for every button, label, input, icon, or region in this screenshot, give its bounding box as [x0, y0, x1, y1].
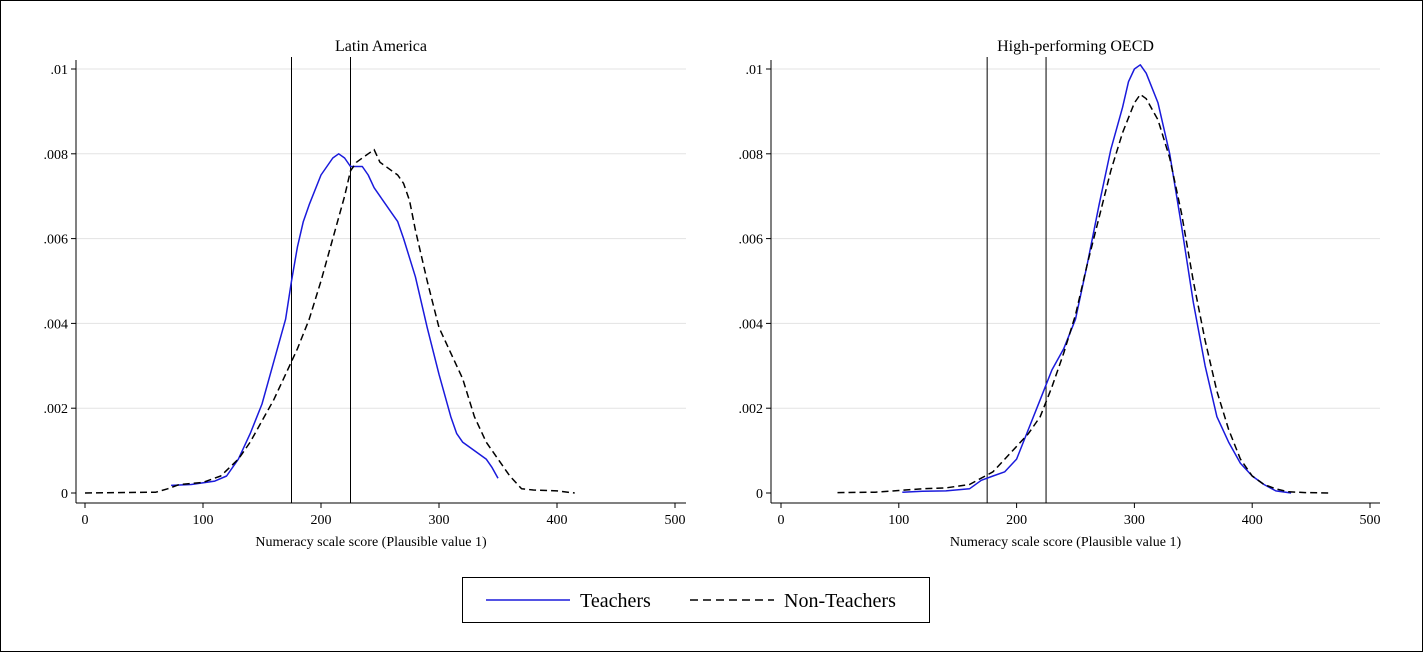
y-tick-label: .002 — [739, 402, 764, 417]
panel-latin-america: Latin America 0 .002 .004 .006 .008 .01 0 100 20… — [44, 38, 686, 550]
y-tick-label: .01 — [746, 63, 764, 78]
panel-title: High-performing OECD — [997, 38, 1154, 55]
y-tick-label: .004 — [739, 317, 764, 332]
x-tick-label: 500 — [1360, 513, 1381, 528]
legend-label-teachers: Teachers — [580, 590, 651, 612]
x-tick-label: 400 — [1242, 513, 1263, 528]
y-tick-label: .01 — [51, 63, 69, 78]
x-tick-label: 300 — [1124, 513, 1145, 528]
x-tick-label: 100 — [888, 513, 909, 528]
x-tick-label: 200 — [311, 513, 332, 528]
y-tick-label: 0 — [61, 487, 68, 502]
x-tick-label: 300 — [429, 513, 450, 528]
y-tick-label: .004 — [44, 317, 69, 332]
series-line-non-teachers — [837, 93, 1332, 494]
series-line-teachers — [902, 64, 1292, 494]
x-tick-label: 500 — [665, 513, 686, 528]
panel-high-performing-oecd: High-performing OECD 0 .002 .004 .006 .008 .0… — [739, 38, 1381, 550]
x-tick-label: 100 — [193, 513, 214, 528]
panel-title: Latin America — [335, 38, 427, 55]
legend: Teachers Non-Teachers — [462, 577, 930, 623]
y-tick-label: .008 — [739, 148, 764, 163]
x-tick-label: 200 — [1006, 513, 1027, 528]
y-tick-label: .008 — [44, 148, 69, 163]
x-tick-label: 400 — [547, 513, 568, 528]
x-tick-label: 0 — [778, 513, 785, 528]
x-tick-label: 0 — [82, 513, 89, 528]
y-tick-label: .006 — [739, 233, 764, 248]
x-axis-title: Numeracy scale score (Plausible value 1) — [255, 535, 487, 550]
y-tick-label: 0 — [756, 487, 763, 502]
legend-label-non-teachers: Non-Teachers — [784, 590, 896, 612]
y-tick-label: .002 — [44, 402, 69, 417]
y-tick-label: .006 — [44, 233, 69, 248]
x-axis-title: Numeracy scale score (Plausible value 1) — [950, 535, 1182, 550]
